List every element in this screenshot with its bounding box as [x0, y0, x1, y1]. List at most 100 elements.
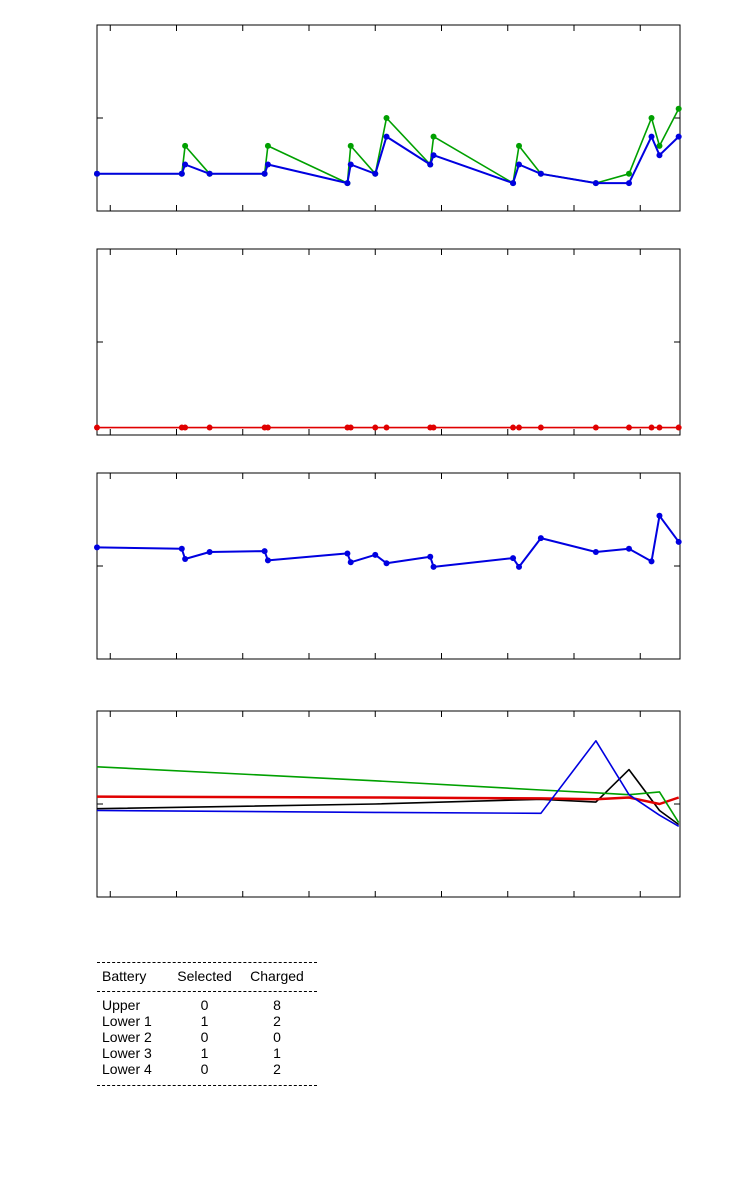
chart-2-series-1-point — [94, 424, 100, 431]
chart-2-series-1-point — [372, 424, 379, 431]
chart-3-series-1-point — [675, 538, 682, 545]
chart-1-series-2-point — [510, 180, 517, 187]
table-row: Lower 4 0 2 — [97, 1061, 317, 1077]
table-bottom-rule — [97, 1085, 317, 1086]
chart-2-series-1-point — [675, 424, 682, 431]
chart-4-series-4-line — [96, 739, 680, 827]
charts-figure — [94, 24, 682, 898]
chart-2-series-1-point — [347, 424, 354, 431]
chart-3-series-1-point — [537, 535, 544, 542]
chart-2-series-1-point — [206, 424, 213, 431]
table-row: Lower 1 1 2 — [97, 1013, 317, 1029]
chart-1-series-2-point — [264, 161, 271, 168]
chart-1-series-2-point — [261, 170, 268, 177]
chart-1-series-2-line — [97, 135, 680, 185]
cell-battery: Lower 3 — [102, 1045, 152, 1061]
cell-selected: 1 — [200, 1045, 209, 1061]
chart-1-series-2-point — [427, 161, 434, 168]
cell-battery: Lower 2 — [102, 1029, 152, 1045]
chart-1-series-1-point — [516, 142, 523, 149]
cell-selected: 0 — [200, 1061, 209, 1077]
chart-2-series-1-point — [516, 424, 523, 431]
chart-3-series-1-point — [94, 544, 100, 551]
chart-1-series-2-point — [656, 152, 663, 159]
chart-1-series-1-point — [675, 105, 682, 112]
chart-2-series-1-point — [430, 424, 437, 431]
table-body: Upper 0 8 Lower 1 1 2 Lower 2 0 0 Lower … — [97, 997, 317, 1077]
chart-3-series-1-point — [347, 559, 354, 566]
chart-3-series-1-point — [344, 550, 351, 557]
chart-1-series-1-point — [264, 142, 271, 149]
chart-1-series-2-point — [206, 170, 213, 177]
chart-2-series-1-point — [537, 424, 544, 431]
chart-3-series-1-point — [264, 557, 271, 564]
chart-3-series-1-point — [206, 549, 213, 556]
cell-charged: 0 — [273, 1029, 281, 1045]
chart-1-series-1-point — [383, 115, 390, 121]
chart-1-series-2-point — [94, 170, 100, 177]
chart-3-series-1-point — [372, 551, 379, 558]
cell-battery: Upper — [102, 997, 141, 1013]
chart-4-series-2-line — [96, 795, 680, 806]
chart-2-series-1-point — [656, 424, 663, 431]
chart-1-series-2-point — [430, 152, 437, 159]
chart-3-series-1-point — [430, 563, 437, 570]
header-charged: Charged — [250, 968, 304, 984]
chart-1-series-2-point — [372, 170, 379, 177]
chart-1-series-1-point — [430, 133, 437, 140]
chart-2-series-1-point — [625, 424, 632, 431]
chart-3-series-1-point — [383, 560, 390, 567]
chart-3-series-1-point — [592, 549, 599, 556]
chart-3-series-1-point — [648, 558, 655, 565]
chart-2-series-1-point — [264, 424, 271, 431]
chart-1-series-2-point — [178, 170, 185, 177]
chart-3-frame — [96, 472, 681, 660]
table-row: Lower 3 1 1 — [97, 1045, 317, 1061]
chart-2-series-1-point — [592, 424, 599, 431]
chart-1-series-1-point — [648, 115, 655, 121]
chart-1-series-2-point — [182, 161, 189, 168]
cell-battery: Lower 1 — [102, 1013, 152, 1029]
table-row: Upper 0 8 — [97, 997, 317, 1013]
header-selected: Selected — [177, 968, 232, 984]
chart-3-series-1-point — [516, 563, 523, 570]
cell-charged: 2 — [273, 1061, 281, 1077]
chart-1-series-2-point — [648, 133, 655, 140]
chart-4-series-1-line — [96, 768, 680, 826]
header-battery: Battery — [102, 968, 147, 984]
chart-1-series-2-point — [675, 133, 682, 140]
chart-2-frame — [96, 248, 681, 436]
chart-1-series-2-point — [625, 180, 632, 187]
cell-charged: 1 — [273, 1045, 281, 1061]
chart-1-series-2-point — [592, 180, 599, 187]
chart-3-series-1-point — [625, 545, 632, 552]
chart-1-series-2-point — [347, 161, 354, 168]
chart-3-series-1-point — [656, 512, 663, 519]
table-top-rule — [97, 962, 317, 963]
chart-1-series-2-point — [383, 133, 390, 140]
cell-charged: 2 — [273, 1013, 281, 1029]
cell-selected: 1 — [200, 1013, 209, 1029]
chart-3-series-1-point — [261, 548, 268, 555]
chart-2-series-1-point — [648, 424, 655, 431]
battery-status-table: Battery Selected Charged Upper 0 8 Lower… — [97, 962, 317, 1086]
chart-2-series-1-point — [383, 424, 390, 431]
chart-1-series-1-point — [625, 170, 632, 177]
chart-3-series-1-point — [510, 555, 517, 562]
chart-3-series-1-point — [178, 545, 185, 552]
chart-4-series-3-line — [96, 766, 680, 824]
chart-1-series-2-point — [344, 180, 351, 187]
table-row: Lower 2 0 0 — [97, 1029, 317, 1045]
chart-3-series-1-point — [182, 556, 189, 563]
chart-3-series-1-line — [96, 514, 680, 568]
cell-selected: 0 — [200, 997, 209, 1013]
chart-2-series-1-point — [510, 424, 517, 431]
table-header-rule — [97, 991, 317, 992]
chart-3-series-1-point — [427, 553, 434, 560]
cell-battery: Lower 4 — [102, 1061, 152, 1077]
cell-selected: 0 — [200, 1029, 209, 1045]
chart-1-series-2-point — [537, 170, 544, 177]
table-header-row: Battery Selected Charged — [97, 968, 317, 984]
chart-2-series-1-point — [182, 424, 189, 431]
chart-1-series-1-point — [347, 142, 354, 149]
